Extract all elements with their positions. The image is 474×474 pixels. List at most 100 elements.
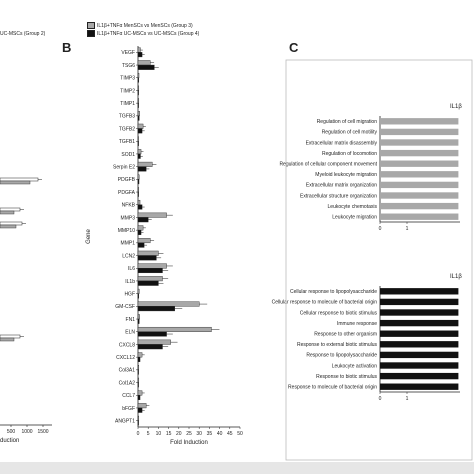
panel-c2-x-tick-label: 1 [406,396,409,402]
panel-b-gene-label: Col1A2 [119,380,136,386]
panel-b-gene-label: MMP3 [121,215,136,221]
panel-b-bar-group4 [137,102,139,108]
panel-b-bar-group4 [137,268,163,274]
panel-b-bar-group4 [137,407,143,413]
panel-b-gene-label: TGFB2 [119,126,135,132]
panel-b-bar-group4 [137,229,142,235]
panel-b-bar-group4 [137,344,163,350]
panel-b-gene-label: LCN2 [122,253,135,259]
panel-b-bar-group3 [137,365,140,371]
panel-c1-term-label: Extracellular matrix organization [306,183,377,189]
panel-b-bar-group4 [137,128,143,134]
panel-c2-term-label: Response to lipopolysaccharide [306,353,377,359]
panel-b-gene-label: TSG6 [122,63,135,69]
panel-c1-term-label: Leukocyte chemotaxis [328,204,378,210]
panel-b-bar-group3 [137,314,140,320]
panel-a-bar-white [0,177,39,182]
panel-b-bar-group4 [137,141,139,147]
panel-b-gene-label: ELN [125,330,135,336]
panel-b-bar-group3 [137,339,171,345]
panel-a-bar-white [0,334,21,339]
panel-b-bar-group4 [137,153,141,159]
panel-b-bar-group4 [137,280,159,286]
panel-b-gene-label: ANGPT1 [115,418,135,424]
panel-b-bar-group4 [137,90,139,96]
panel-c2-term-label: Response to other organism [314,332,377,338]
panel-b-gene-label: CXCL12 [116,355,135,361]
panel-c1-term-label: Regulation of cell motility [322,130,378,136]
panel-a-x-tick-label: 1000 [21,429,32,435]
panel-b-gene-label: IL6 [128,266,135,272]
legend-swatch-black [87,29,95,37]
panel-b-gene-label: MMP1 [121,241,136,247]
panel-b-gene-label: FN1 [126,317,136,323]
legend-label-group4: IL1β+TNFα UC-MSCs vs UC-MSCs (Group 4) [97,30,200,37]
panel-b-bar-group4 [137,217,149,223]
panel-c2-term-label: Cellular response to molecule of bacteri… [272,300,378,306]
panel-c1-term-label: Extracellular matrix disassembly [306,140,378,146]
panel-b-bar-group4 [137,382,139,388]
panel-a-legend-text: UC-MSCs (Group 2) [0,31,46,37]
panel-b-bar-group3 [137,263,167,269]
footer-strip [0,462,474,474]
panel-b-x-tick-label: 50 [237,431,243,437]
legend-item-group4: IL1β+TNFα UC-MSCs vs UC-MSCs (Group 4) [87,29,200,38]
panel-b-gene-label: CCL7 [122,393,135,399]
panel-b-bar-group3 [137,98,140,104]
panel-b-gene-label: SOD1 [121,152,135,158]
panel-c2-bar [380,362,459,369]
panel-a-x-axis-label: duction [0,438,19,444]
panel-b-x-tick-label: 40 [217,431,223,437]
panel-c2-term-label: Cellular response to biotic stimulus [300,310,378,316]
panel-b-x-tick-label: 30 [196,431,202,437]
panel-c1-bar [380,149,459,157]
panel-b-bar-group3 [137,377,140,383]
panel-a-bar-white [0,221,23,226]
panel-a-x-tick-label: 500 [7,429,16,435]
panel-c2-bar [380,341,459,348]
panel-b-bar-group4 [137,318,140,324]
legend-item-group3: IL1β+TNFα MenSCs vs MenSCs (Group 3) [87,22,199,30]
panel-b-bar-group3 [137,212,167,218]
panel-c2-x-tick-label: 0 [379,396,382,402]
legend-swatch-grey [87,22,95,29]
panel-b-gene-label: bFGF [122,406,135,412]
panel-b-bar-group4 [137,64,155,70]
panel-c2-bar [380,383,459,390]
panel-b-bar-group3 [137,403,147,409]
panel-c1-term-label: Regulation of cellular component movemen… [279,162,377,168]
panel-b-y-axis-label: Gene [86,229,92,244]
panel-b-gene-label: NFKB [122,203,136,209]
panel-b-bar-group3 [137,415,140,421]
panel-b-bar-group3 [137,60,151,66]
panel-b-bar-group4 [137,255,157,261]
panel-c2-bar [380,298,459,306]
panel-c1-bar [380,128,459,136]
panel-a-legend: UC-MSCs (Group 2) [0,31,45,38]
panel-b-gene-label: TIMP3 [120,76,135,82]
panel-b-bar-group3 [137,136,139,142]
panel-b-x-tick-label: 0 [137,431,140,437]
panel-c1-bar [380,139,459,146]
panel-b-gene-label: PDGFA [118,190,136,196]
panel-b-bar-group4 [137,293,140,299]
panel-a-bar-grey [0,180,31,185]
panel-c2-term-label: Cellular response to lipopolysaccharide [290,289,377,295]
panel-c2-bar [380,372,459,380]
panel-b-letter: B [62,40,72,55]
legend-label-group3: IL1β+TNFα MenSCs vs MenSCs (Group 3) [97,22,193,29]
panel-b-bar-group3 [137,326,212,332]
panel-c2-bar [380,330,459,337]
panel-b-bar-group3 [137,149,142,155]
panel-b-gene-label: HGF [124,291,135,297]
panel-b-bar-group4 [137,179,140,185]
panel-b-bar-group4 [137,369,139,375]
panel-b-x-tick-label: 5 [147,431,150,437]
panel-b-bar-group3 [137,187,140,193]
panel-c1-bar [380,192,459,199]
panel-b-bar-group4 [137,166,147,172]
panel-c2-bar [380,288,459,295]
panel-b-x-tick-label: 25 [186,431,192,437]
panel-c2-bar [380,309,459,316]
panel-b-x-axis-label: Fold Induction [170,440,208,446]
